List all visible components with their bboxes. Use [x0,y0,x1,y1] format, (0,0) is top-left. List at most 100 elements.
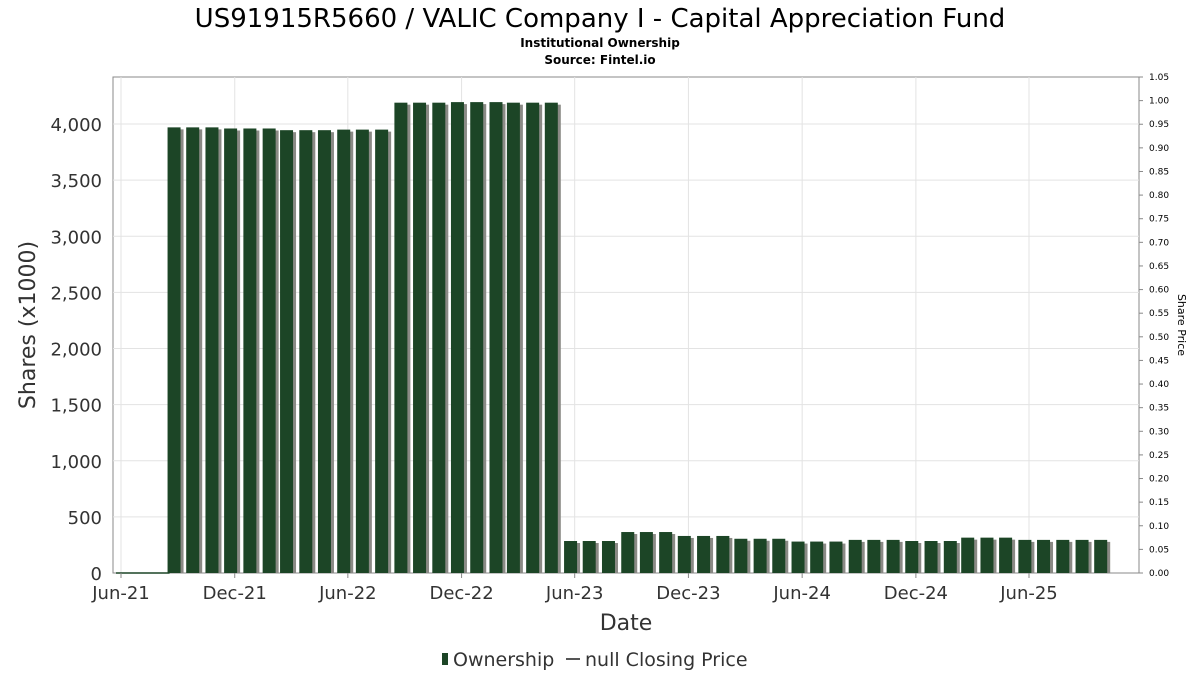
y2-tick-label: 1.05 [1149,73,1169,83]
legend-ownership-swatch [442,653,448,665]
ownership-bar [582,541,596,573]
y-tick-label: 1,500 [50,396,102,417]
y2-tick-label: 0.30 [1149,427,1169,437]
ownership-bar [186,127,200,574]
y2-tick-label: 0.45 [1149,356,1169,366]
legend: Ownership null Closing Price [442,649,748,671]
y2-tick-label: 1.00 [1149,97,1169,107]
y2-tick-label: 0.00 [1149,569,1169,579]
y2-axis-label: Share Price [1175,294,1188,356]
ownership-bar [848,539,862,573]
y-tick-label: 500 [68,508,102,529]
ownership-bar [489,102,503,573]
y-tick-label: 3,500 [50,171,102,192]
y-axis-ticks: 0 500 1,000 1,500 2,000 2,500 3,000 3,500 4,000 [50,115,102,585]
ownership-bar [1075,539,1089,573]
y2-axis-ticks: 0.00 0.05 0.10 0.15 0.20 0.25 0.30 0.35 0.40 0.45… [1139,73,1169,579]
y2-tick-label: 0.15 [1149,498,1169,508]
bars-group [116,102,1111,574]
ownership-bar [999,537,1013,573]
y2-tick-label: 0.90 [1149,144,1169,154]
ownership-bar [961,537,975,573]
y-tick-label: 4,000 [50,115,102,136]
ownership-bar [470,102,484,573]
ownership-bar [980,537,994,573]
x-tick-label: Dec-22 [429,583,493,604]
ownership-bar [772,538,786,573]
ownership-bar [1094,539,1108,573]
x-tick-label: Jun-21 [91,583,150,604]
ownership-bar [829,541,843,573]
ownership-bar [753,538,767,573]
chart-subtitle: Institutional Ownership [520,36,680,50]
x-axis-label: Date [600,611,653,636]
ownership-bar [810,541,824,573]
ownership-bar [205,127,219,574]
x-axis-ticks: Jun-21 Dec-21 Jun-22 Dec-22 Jun-23 Dec-23 Jun-… [91,573,1058,604]
ownership-bar [697,535,711,573]
ownership-bar [299,130,313,573]
ownership-bar [659,532,673,573]
ownership-bar [280,130,294,573]
ownership-bar [375,129,389,574]
y2-tick-label: 0.10 [1149,522,1169,532]
x-tick-label: Jun-23 [545,583,604,604]
ownership-bar [337,129,351,574]
ownership-bar [924,541,938,573]
ownership-bar [886,539,900,573]
y2-tick-label: 0.20 [1149,475,1169,485]
ownership-bar [506,102,520,574]
ownership-bar [317,130,331,573]
ownership-bar [544,102,558,574]
y-tick-label: 2,000 [50,340,102,361]
legend-price-label: null Closing Price [585,649,748,671]
x-tick-label: Dec-23 [656,583,720,604]
y2-tick-label: 0.25 [1149,451,1169,461]
ownership-bar [943,541,957,573]
ownership-bar [734,538,748,573]
ownership-bar [564,541,578,573]
ownership-bar [601,541,615,573]
y2-tick-label: 0.65 [1149,262,1169,272]
ownership-bar [791,541,805,573]
y-tick-label: 0 [91,564,102,585]
y2-tick-label: 0.55 [1149,309,1169,319]
ownership-bar [413,102,427,574]
y-tick-label: 2,500 [50,283,102,304]
y2-tick-label: 0.60 [1149,286,1169,296]
ownership-bar [432,102,446,574]
y2-tick-label: 0.85 [1149,167,1169,177]
y2-tick-label: 0.05 [1149,545,1169,555]
y2-tick-label: 0.95 [1149,120,1169,130]
ownership-bar [621,532,635,573]
legend-ownership-label: Ownership [453,649,554,671]
ownership-bar [1018,539,1032,573]
x-tick-label: Jun-22 [318,583,377,604]
ownership-bar [243,128,257,574]
y-axis-label: Shares (x1000) [16,241,41,409]
ownership-bar [1037,539,1051,573]
ownership-bar [526,102,540,574]
y2-tick-label: 0.40 [1149,380,1169,390]
ownership-bar [639,532,653,573]
x-tick-label: Jun-24 [772,583,831,604]
ownership-bar [224,128,238,574]
ownership-bar [355,129,369,574]
y2-tick-label: 0.35 [1149,404,1169,414]
y2-tick-label: 0.75 [1149,215,1169,225]
y-tick-label: 3,000 [50,227,102,248]
ownership-bar [262,128,276,574]
chart-source: Source: Fintel.io [544,53,655,67]
x-tick-label: Jun-25 [999,583,1058,604]
ownership-bar [905,541,919,573]
ownership-bar [677,535,691,573]
ownership-bar [450,102,464,573]
ownership-bar [394,102,408,574]
y-tick-label: 1,000 [50,452,102,473]
ownership-bar [167,127,181,574]
y2-tick-label: 0.80 [1149,191,1169,201]
ownership-bar [1056,539,1070,573]
x-tick-label: Dec-21 [203,583,267,604]
y2-tick-label: 0.70 [1149,238,1169,248]
